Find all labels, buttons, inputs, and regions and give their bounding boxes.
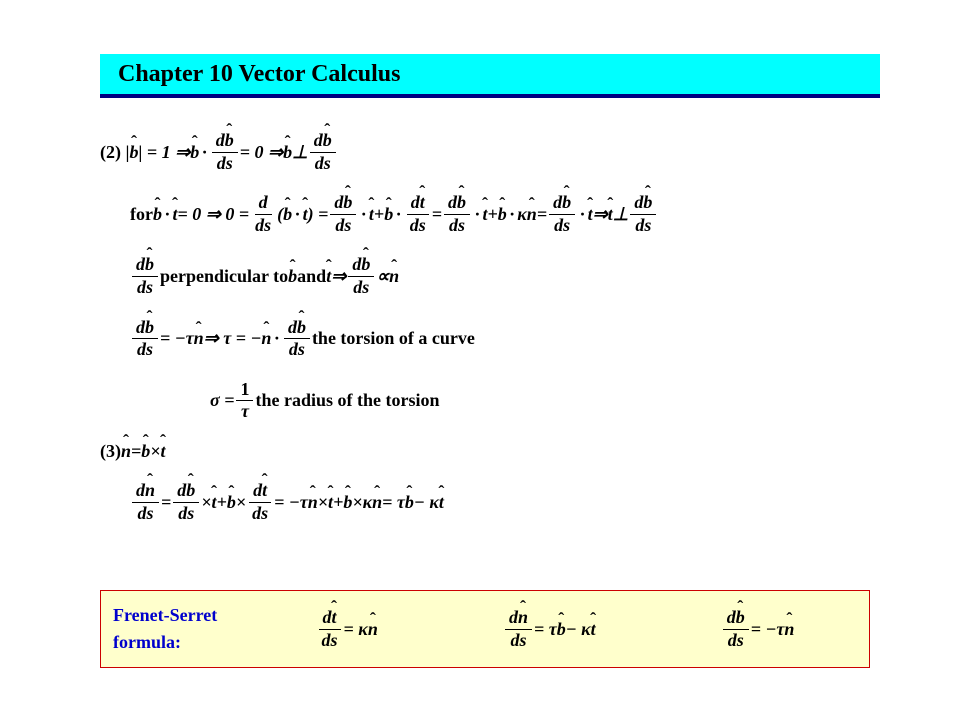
equation-line-2b: for b · t = 0 ⇒ 0 = dds ( b · t ) = dbds… (130, 192, 880, 236)
chapter-header: Chapter 10 Vector Calculus (100, 54, 880, 98)
equation-line-2a: (2) | b | = 1 ⇒ b · dbds = 0 ⇒ b ⊥ dbds (100, 130, 880, 174)
equation-line-2d: dbds = −τ n ⇒ τ = − n · dbds the torsion… (130, 317, 880, 361)
frenet-serret-equations: dtds = κn dnds = τb − κt dbds = −τn (253, 607, 857, 651)
equation-line-2c: dbds perpendicular to b and t ⇒ dbds ∝ n (130, 254, 880, 298)
equation-line-2e: σ = 1τ the radius of the torsion (210, 379, 880, 423)
equation-line-3a: (3) n = b × t (100, 441, 880, 462)
math-content: (2) | b | = 1 ⇒ b · dbds = 0 ⇒ b ⊥ dbds … (100, 130, 880, 542)
equation-line-3b: dnds = dbds × t + b × dtds = −τ n × t + … (130, 480, 880, 524)
fs-eq-3: dbds = −τn (721, 607, 795, 651)
fs-eq-1: dtds = κn (316, 607, 378, 651)
chapter-title: Chapter 10 Vector Calculus (118, 61, 400, 88)
fs-eq-2: dnds = τb − κt (503, 607, 596, 651)
frenet-serret-label: Frenet-Serret formula: (113, 602, 253, 656)
frenet-serret-box: Frenet-Serret formula: dtds = κn dnds = … (100, 590, 870, 668)
